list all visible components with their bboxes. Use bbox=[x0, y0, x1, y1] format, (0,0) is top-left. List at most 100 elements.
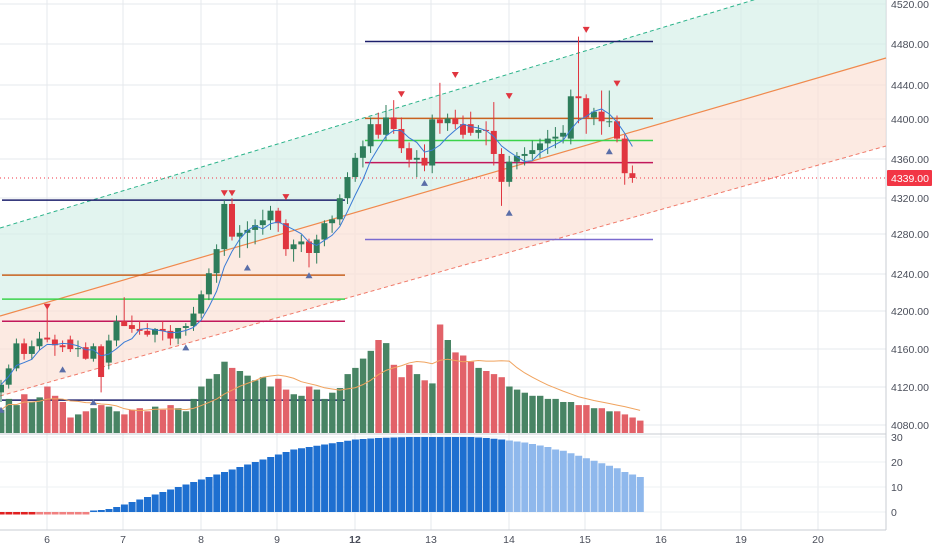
candle-body bbox=[621, 138, 628, 174]
time-tick-label: 14 bbox=[503, 534, 515, 546]
candle-body bbox=[198, 294, 205, 314]
sell-marker bbox=[282, 194, 290, 201]
candle-body bbox=[113, 321, 120, 341]
oscillator-bar bbox=[313, 445, 321, 512]
candle-body bbox=[552, 136, 559, 139]
candle-body bbox=[413, 157, 420, 160]
oscillator-bar bbox=[136, 499, 144, 512]
candle-body bbox=[44, 337, 51, 340]
volume-bar bbox=[221, 361, 228, 433]
candle-body bbox=[229, 203, 235, 237]
price-axis-bg bbox=[887, 0, 932, 550]
oscillator-bar bbox=[74, 512, 82, 515]
candle-body bbox=[13, 343, 20, 369]
candle-body bbox=[344, 177, 351, 199]
oscillator-bar bbox=[475, 437, 483, 512]
oscillator-bar bbox=[582, 458, 590, 512]
oscillator-bar bbox=[436, 437, 444, 512]
candle-body bbox=[159, 328, 166, 331]
volume-bar bbox=[375, 340, 382, 433]
candle-body bbox=[0, 384, 4, 393]
volume-bar bbox=[606, 411, 613, 433]
oscillator-bar bbox=[221, 472, 228, 512]
candle-body bbox=[313, 239, 320, 253]
volume-bar bbox=[290, 394, 297, 433]
candle-body bbox=[167, 330, 174, 339]
candle-body bbox=[544, 138, 551, 144]
candle-body bbox=[498, 153, 505, 182]
volume-bar bbox=[282, 389, 290, 433]
candle-body bbox=[590, 111, 597, 118]
price-tick-label: 4120.00 bbox=[891, 382, 929, 394]
price-tick-label: 4400.00 bbox=[891, 114, 929, 126]
oscillator-bar bbox=[298, 448, 305, 512]
volume-bar bbox=[436, 324, 444, 433]
sell-marker bbox=[228, 190, 236, 197]
candle-body bbox=[490, 130, 497, 154]
volume-bar bbox=[28, 402, 36, 433]
oscillator-bar bbox=[13, 512, 21, 515]
candle-body bbox=[359, 146, 366, 158]
oscillator-bar bbox=[0, 512, 5, 515]
volume-bar bbox=[475, 367, 482, 433]
oscillator-tick-label: 10 bbox=[891, 482, 903, 494]
volume-bar bbox=[159, 409, 167, 433]
oscillator-bar bbox=[59, 512, 67, 515]
candle-body bbox=[367, 124, 374, 147]
oscillator-bar bbox=[113, 507, 121, 512]
volume-bar bbox=[105, 406, 113, 433]
candle-body bbox=[429, 119, 436, 166]
volume-ma-line bbox=[0, 358, 641, 412]
candle-body bbox=[383, 117, 389, 135]
volume-bar bbox=[629, 417, 636, 433]
buy-marker bbox=[305, 272, 313, 279]
buy-marker bbox=[605, 148, 613, 155]
oscillator-bar bbox=[375, 438, 382, 512]
oscillator-bar bbox=[413, 437, 421, 512]
volume-bar bbox=[113, 411, 120, 433]
candle-body bbox=[321, 223, 328, 240]
volume-bar bbox=[144, 411, 151, 433]
candle-body bbox=[398, 128, 405, 149]
volume-bar bbox=[483, 371, 490, 433]
volume-bar bbox=[498, 377, 505, 433]
oscillator-bar bbox=[105, 509, 113, 512]
candle-body bbox=[406, 148, 413, 160]
signal-markers bbox=[0, 26, 621, 413]
candle-body bbox=[598, 111, 605, 122]
candle-body bbox=[75, 348, 81, 350]
candle-body bbox=[221, 203, 228, 250]
candle-body bbox=[175, 327, 182, 339]
oscillator-bar bbox=[521, 442, 529, 512]
oscillator-bar bbox=[359, 439, 367, 512]
candle-body bbox=[421, 157, 428, 166]
volume-bar bbox=[398, 377, 405, 433]
buy-marker bbox=[505, 209, 513, 216]
oscillator-bar bbox=[505, 440, 513, 512]
candle-body bbox=[267, 210, 274, 221]
sell-marker bbox=[43, 303, 51, 310]
oscillator-bar bbox=[536, 445, 544, 512]
candle-body bbox=[82, 347, 89, 359]
price-tick-label: 4080.00 bbox=[891, 420, 929, 432]
volume-bar bbox=[490, 374, 498, 433]
oscillator-bar bbox=[259, 459, 267, 512]
oscillator-bar bbox=[51, 512, 59, 515]
sell-marker bbox=[582, 26, 590, 33]
candle-body bbox=[460, 124, 466, 135]
candle-body bbox=[560, 132, 567, 137]
oscillator-tick-label: 30 bbox=[891, 432, 903, 444]
oscillator-bar bbox=[544, 447, 552, 512]
volume-bar bbox=[182, 411, 190, 433]
candle-body bbox=[583, 98, 590, 118]
oscillator-bar bbox=[197, 479, 205, 512]
volume-bar bbox=[98, 405, 105, 433]
volume-bar bbox=[621, 414, 629, 433]
volume-bar bbox=[298, 395, 305, 433]
oscillator-tick-label: 20 bbox=[891, 457, 903, 469]
volume-bar bbox=[75, 414, 82, 433]
volume-bar bbox=[259, 377, 267, 433]
oscillator-pane bbox=[0, 437, 644, 515]
